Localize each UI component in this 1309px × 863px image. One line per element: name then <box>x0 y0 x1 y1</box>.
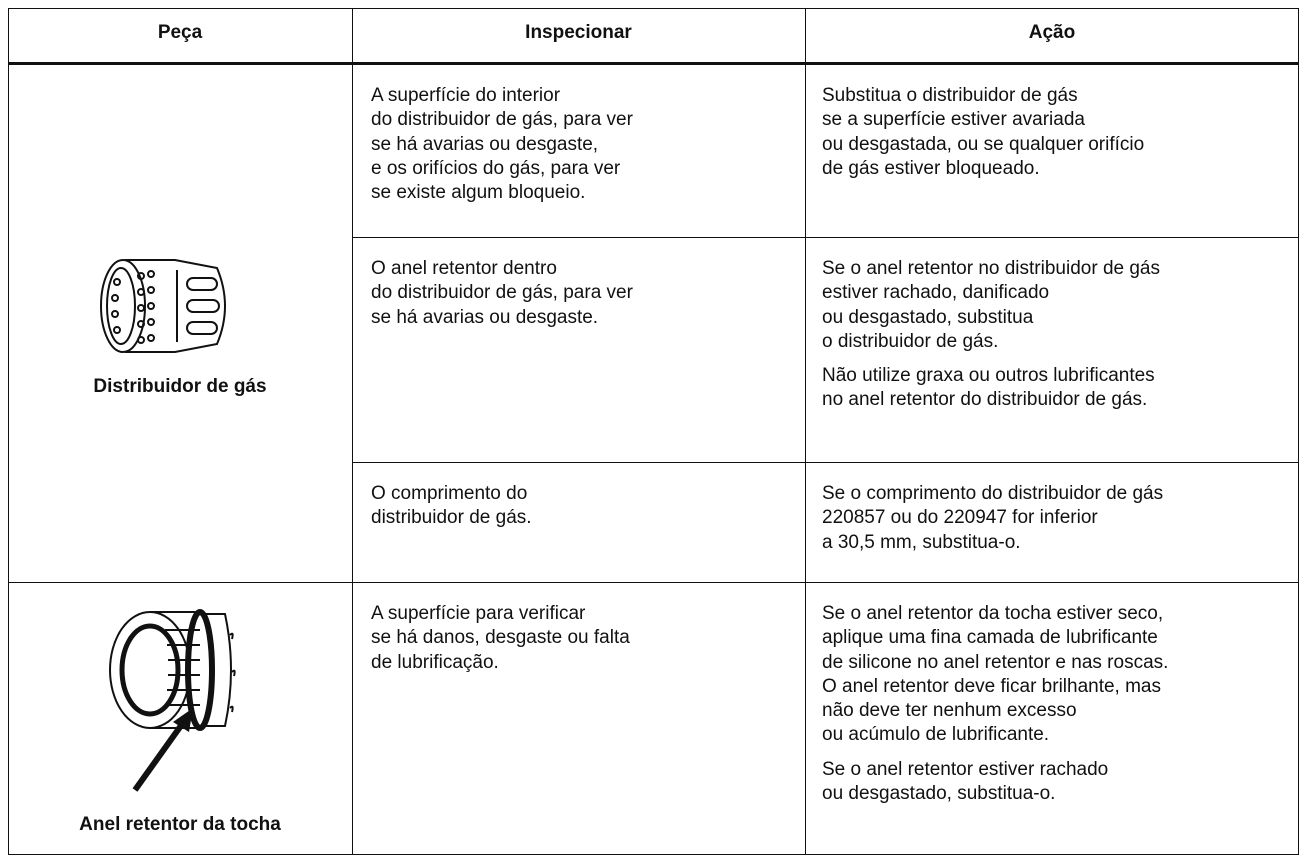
rule <box>8 582 1299 583</box>
text-line: se há avarias ou desgaste, <box>371 133 599 155</box>
text-line: do distribuidor de gás, para ver <box>371 282 633 304</box>
text-line: ou acúmulo de lubrificante. <box>822 724 1050 746</box>
text-line: do distribuidor de gás, para ver <box>371 109 633 131</box>
text-line: Não utilize graxa ou outros lubrificante… <box>822 365 1155 387</box>
border <box>1298 8 1299 855</box>
border <box>8 854 1299 855</box>
action-cell: Se o anel retentor da tocha estiver seco… <box>822 602 1297 816</box>
inspect-cell: A superfície para verificar se há danos, … <box>371 602 796 675</box>
action-cell: Se o anel retentor no distribuidor de gá… <box>822 257 1297 423</box>
torch-ring-illustration <box>109 609 236 792</box>
paragraph: Se o anel retentor no distribuidor de gá… <box>822 257 1297 354</box>
text-line: se há danos, desgaste ou falta <box>371 627 630 649</box>
text-line: distribuidor de gás. <box>371 507 532 529</box>
text-line: de gás estiver bloqueado. <box>822 157 1040 179</box>
header-cell: Inspecionar <box>525 22 632 43</box>
header-rule <box>8 62 1299 65</box>
border <box>805 8 806 855</box>
gas-distributor-illustration <box>100 259 226 353</box>
text-line: se há avarias ou desgaste. <box>371 306 599 328</box>
action-cell: Substitua o distribuidor de gás se a supe… <box>822 84 1297 191</box>
text-line: estiver rachado, danificado <box>822 282 1050 304</box>
paragraph: Se o anel retentor da tocha estiver seco… <box>822 602 1297 748</box>
paragraph: Substitua o distribuidor de gás se a supe… <box>822 84 1297 181</box>
part-label: Anel retentor da tocha <box>79 814 281 835</box>
text-line: Se o comprimento do distribuidor de gás <box>822 483 1164 504</box>
text-line: O comprimento do <box>371 483 528 504</box>
text-line: o distribuidor de gás. <box>822 330 999 352</box>
text-line: aplique uma fina camada de lubrificante <box>822 627 1158 649</box>
action-cell: Se o comprimento do distribuidor de gás 2… <box>822 482 1297 565</box>
border <box>352 8 353 855</box>
text-line: A superfície do interior <box>371 85 561 106</box>
paragraph: Não utilize graxa ou outros lubrificante… <box>822 364 1297 413</box>
text-line: se existe algum bloqueio. <box>371 182 586 204</box>
text-line: 220857 ou do 220947 for inferior <box>822 507 1098 529</box>
text-line: A superfície para verificar <box>371 603 586 624</box>
inspect-cell: O comprimento do distribuidor de gás. <box>371 482 796 531</box>
paragraph: Se o anel retentor estiver rachado ou des… <box>822 758 1297 807</box>
text-line: de silicone no anel retentor e nas rosca… <box>822 651 1169 673</box>
text-line: a 30,5 mm, substitua-o. <box>822 531 1021 553</box>
header-cell: Peça <box>157 22 203 43</box>
border <box>8 8 9 855</box>
text-line: ou desgastado, substitua-o. <box>822 783 1056 805</box>
text-line: Se o anel retentor da tocha estiver seco… <box>822 603 1164 624</box>
text-line: Substitua o distribuidor de gás <box>822 85 1078 106</box>
border <box>8 8 1299 9</box>
rule <box>352 462 1299 463</box>
text-line: O anel retentor deve ficar brilhante, ma… <box>822 675 1162 697</box>
text-line: Se o anel retentor estiver rachado <box>822 758 1109 780</box>
text-line: não deve ter nenhum excesso <box>822 700 1077 722</box>
text-line: e os orifícios do gás, para ver <box>371 157 621 179</box>
part-label: Distribuidor de gás <box>93 376 267 397</box>
text-line: de lubrificação. <box>371 651 499 673</box>
text-line: no anel retentor do distribuidor de gás. <box>822 389 1148 411</box>
rule <box>352 237 1299 238</box>
text-line: O anel retentor dentro <box>371 258 557 279</box>
paragraph: Se o comprimento do distribuidor de gás 2… <box>822 482 1297 555</box>
inspect-cell: O anel retentor dentro do distribuidor de… <box>371 257 796 330</box>
header-cell: Ação <box>1028 22 1076 43</box>
text-line: se a superfície estiver avariada <box>822 109 1085 131</box>
inspect-cell: A superfície do interior do distribuidor … <box>371 84 796 205</box>
text-line: ou desgastada, ou se qualquer orifício <box>822 133 1145 155</box>
text-line: Se o anel retentor no distribuidor de gá… <box>822 258 1160 279</box>
text-line: ou desgastado, substitua <box>822 306 1034 328</box>
